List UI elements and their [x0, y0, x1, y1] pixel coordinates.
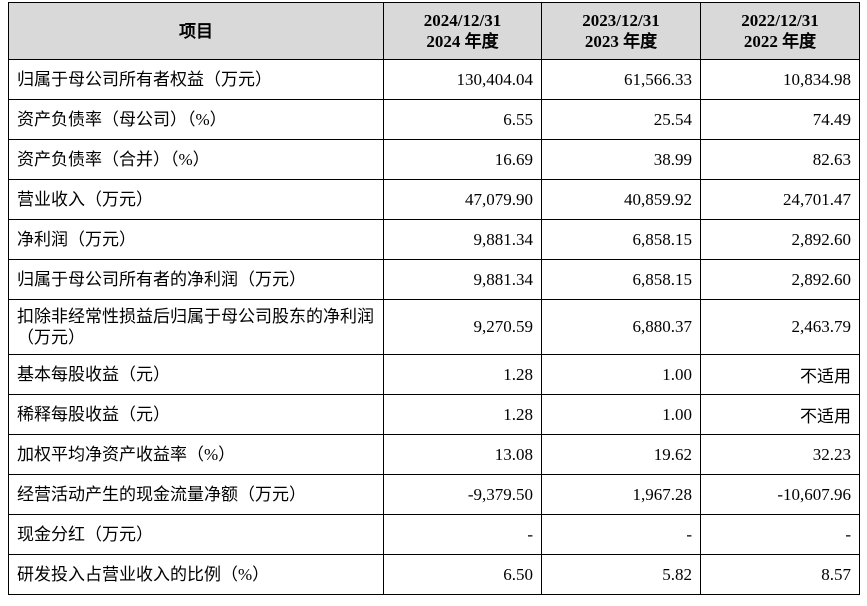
value-cell: 16.69: [383, 139, 542, 180]
header-cell: 2023/12/31 2023 年度: [541, 2, 701, 60]
row-label: 净利润（万元）: [8, 219, 384, 260]
value-cell: 6.50: [383, 554, 542, 595]
value-cell: 25.54: [541, 99, 701, 140]
value-cell: 24,701.47: [700, 179, 860, 220]
value-cell: 40,859.92: [541, 179, 701, 220]
table-row: 资产负债率（合并）（%） 16.69 38.99 82.63: [8, 139, 860, 180]
value-cell: 1.00: [541, 394, 701, 435]
header-text: 2022 年度: [743, 32, 817, 51]
value-cell: 2,892.60: [700, 259, 860, 300]
value-cell: 9,881.34: [383, 219, 542, 260]
header-cell: 2022/12/31 2022 年度: [700, 2, 860, 60]
value-cell: 38.99: [541, 139, 701, 180]
table-row: 研发投入占营业收入的比例（%） 6.50 5.82 8.57: [8, 554, 860, 595]
header-cell: 2024/12/31 2024 年度: [383, 2, 542, 60]
row-label: 扣除非经常性损益后归属于母公司股东的净利润（万元）: [8, 299, 384, 355]
value-cell: 9,270.59: [383, 299, 542, 355]
value-cell: 6,858.15: [541, 259, 701, 300]
value-cell: 82.63: [700, 139, 860, 180]
row-label: 归属于母公司所有者权益（万元）: [8, 59, 384, 100]
table-row: 归属于母公司所有者权益（万元） 130,404.04 61,566.33 10,834…: [8, 59, 860, 100]
value-cell: 61,566.33: [541, 59, 701, 100]
value-cell: 8.57: [700, 554, 860, 595]
value-cell: 6.55: [383, 99, 542, 140]
row-label: 营业收入（万元）: [8, 179, 384, 220]
value-cell: -9,379.50: [383, 474, 542, 515]
table-row: 经营活动产生的现金流量净额（万元） -9,379.50 1,967.28 -10,60…: [8, 474, 860, 515]
table-row: 现金分红（万元） - - -: [8, 514, 860, 555]
value-cell: 13.08: [383, 434, 542, 475]
row-label: 现金分红（万元）: [8, 514, 384, 555]
table-row: 加权平均净资产收益率（%） 13.08 19.62 32.23: [8, 434, 860, 475]
table-row: 稀释每股收益（元） 1.28 1.00 不适用: [8, 394, 860, 435]
value-cell: 1.28: [383, 394, 542, 435]
value-cell: 5.82: [541, 554, 701, 595]
table-row: 基本每股收益（元） 1.28 1.00 不适用: [8, 354, 860, 395]
table-row: 净利润（万元） 9,881.34 6,858.15 2,892.60: [8, 219, 860, 260]
header-cell: 项目: [8, 2, 384, 60]
header-row: 项目 2024/12/31 2024 年度 2023/12/31 2023 年度 2022…: [8, 2, 860, 60]
row-label: 研发投入占营业收入的比例（%）: [8, 554, 384, 595]
value-cell: -: [700, 514, 860, 555]
header-text: 2023/12/31: [582, 11, 660, 30]
header-text: 项目: [179, 21, 213, 41]
value-cell: -10,607.96: [700, 474, 860, 515]
row-label: 归属于母公司所有者的净利润（万元）: [8, 259, 384, 300]
header-text: 2022/12/31: [741, 11, 819, 30]
row-label: 资产负债率（合并）（%）: [8, 139, 384, 180]
header-text: 2024 年度: [426, 32, 499, 51]
value-cell: -: [383, 514, 542, 555]
value-cell: 19.62: [541, 434, 701, 475]
table-row: 归属于母公司所有者的净利润（万元） 9,881.34 6,858.15 2,892.6…: [8, 259, 860, 300]
financial-table: 项目 2024/12/31 2024 年度 2023/12/31 2023 年度 2022…: [8, 2, 860, 595]
table-row: 扣除非经常性损益后归属于母公司股东的净利润（万元） 9,270.59 6,880.3…: [8, 299, 860, 355]
value-cell: 47,079.90: [383, 179, 542, 220]
row-label: 资产负债率（母公司）（%）: [8, 99, 384, 140]
row-label: 加权平均净资产收益率（%）: [8, 434, 384, 475]
value-cell: 2,463.79: [700, 299, 860, 355]
value-cell: 不适用: [700, 354, 860, 395]
table-row: 营业收入（万元） 47,079.90 40,859.92 24,701.47: [8, 179, 860, 220]
row-label: 稀释每股收益（元）: [8, 394, 384, 435]
value-cell: 6,858.15: [541, 219, 701, 260]
row-label: 经营活动产生的现金流量净额（万元）: [8, 474, 384, 515]
value-cell: 不适用: [700, 394, 860, 435]
value-cell: 32.23: [700, 434, 860, 475]
value-cell: 130,404.04: [383, 59, 542, 100]
value-cell: 1,967.28: [541, 474, 701, 515]
table-row: 资产负债率（母公司）（%） 6.55 25.54 74.49: [8, 99, 860, 140]
value-cell: 1.00: [541, 354, 701, 395]
value-cell: 9,881.34: [383, 259, 542, 300]
value-cell: 74.49: [700, 99, 860, 140]
row-label: 基本每股收益（元）: [8, 354, 384, 395]
value-cell: 1.28: [383, 354, 542, 395]
value-cell: 2,892.60: [700, 219, 860, 260]
value-cell: 6,880.37: [541, 299, 701, 355]
value-cell: -: [541, 514, 701, 555]
value-cell: 10,834.98: [700, 59, 860, 100]
table-body: 归属于母公司所有者权益（万元） 130,404.04 61,566.33 10,834…: [8, 59, 860, 595]
header-text: 2024/12/31: [423, 11, 502, 30]
header-text: 2023 年度: [584, 32, 658, 51]
